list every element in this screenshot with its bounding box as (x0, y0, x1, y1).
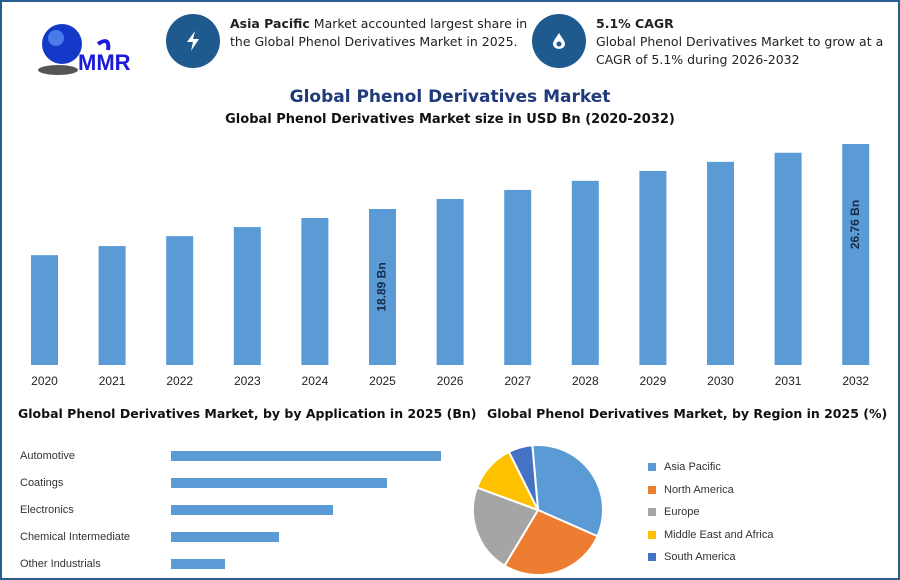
svg-text:MMR: MMR (78, 50, 131, 75)
legend-swatch (648, 463, 656, 472)
pie-slice-europe (472, 486, 540, 568)
x-tick-label: 2021 (99, 374, 126, 388)
info1-text: Market accounted largest share in (309, 16, 528, 31)
bar-2026 (436, 199, 464, 365)
app-bar-electronics (171, 505, 333, 515)
pie-slice-north-america (503, 508, 599, 576)
info-cagr: 5.1% CAGR Global Phenol Derivatives Mark… (596, 15, 883, 69)
x-tick-label: 2026 (437, 374, 464, 388)
legend-label: Middle East and Africa (664, 528, 774, 541)
legend-swatch (648, 485, 656, 494)
legend-item: Europe (648, 501, 773, 524)
x-tick-label: 2027 (504, 374, 531, 388)
legend-label: Asia Pacific (664, 461, 721, 474)
bar-2023 (233, 227, 261, 365)
x-tick-label: 2028 (572, 374, 599, 388)
bar-2020 (31, 255, 58, 365)
region-chart-title: Global Phenol Derivatives Market, by Reg… (487, 406, 888, 421)
x-tick-label: 2030 (707, 374, 734, 388)
info1-bold: Asia Pacific (230, 16, 310, 31)
legend-swatch (648, 508, 656, 517)
chart-title: Global Phenol Derivatives Market (289, 87, 611, 107)
bar-2025 (369, 208, 396, 365)
application-bar-chart: Automotive Coatings Electronics Chemical In… (0, 440, 460, 580)
legend-label: Europe (664, 506, 700, 519)
x-tick-label: 2022 (166, 374, 193, 388)
legend-item: North America (648, 479, 773, 502)
legend-label: South America (664, 551, 736, 564)
bar-2024 (301, 217, 329, 365)
bar-2032 (842, 144, 870, 365)
app-bar-automotive (171, 451, 441, 461)
region-legend: Asia Pacific North America Europe Middle Ea… (648, 456, 773, 569)
info2-line1: Global Phenol Derivatives Market to grow… (596, 34, 884, 49)
bar-2029 (639, 170, 667, 365)
legend-item: South America (648, 546, 773, 569)
app-bar-coatings (171, 478, 387, 488)
legend-swatch (648, 530, 656, 539)
legend-swatch (648, 553, 656, 562)
info-asia-pacific: Asia Pacific Market accounted largest sh… (230, 15, 527, 51)
legend-label: North America (664, 483, 734, 496)
app-label: Other Industrials (20, 558, 101, 570)
x-tick-label: 2029 (640, 374, 667, 388)
mmr-logo: MMR (20, 14, 140, 76)
bar-2027 (504, 189, 532, 365)
app-bar-chemical-intermediate (171, 532, 279, 542)
x-tick-label: 2025 (369, 374, 396, 388)
info2-line2: CAGR of 5.1% during 2026-2032 (596, 52, 800, 67)
bar-2030 (707, 161, 734, 365)
chart-subtitle: Global Phenol Derivatives Market size in… (225, 112, 675, 127)
x-tick-label: 2024 (302, 374, 329, 388)
lightning-icon (166, 14, 220, 68)
legend-item: Middle East and Africa (648, 524, 773, 547)
legend-item: Asia Pacific (648, 456, 773, 479)
app-label: Chemical Intermediate (20, 531, 131, 543)
pie-slice-asia-pacific (531, 444, 604, 538)
globe-icon: MMR (38, 24, 131, 75)
bar-2031 (774, 152, 802, 365)
app-bar-other-industrials (171, 559, 225, 569)
x-tick-label: 2031 (775, 374, 802, 388)
bar-2022 (166, 236, 194, 365)
info1-line2: the Global Phenol Derivatives Market in … (230, 34, 518, 49)
bar-2028 (571, 180, 599, 365)
pie-slice-south-america (507, 444, 539, 511)
market-size-bar-chart: 2020 2021 2022 2023 2024 2025 18.89 Bn 2026 2027… (31, 144, 870, 388)
app-label: Automotive (20, 450, 76, 462)
info2-bold: 5.1% CAGR (596, 16, 674, 31)
x-tick-label: 2032 (842, 374, 869, 388)
region-pie-chart (472, 444, 604, 576)
data-label: 26.76 Bn (848, 200, 862, 249)
data-label: 18.89 Bn (375, 262, 389, 311)
application-chart-title: Global Phenol Derivatives Market, by by … (18, 406, 477, 421)
bar-2021 (98, 246, 126, 365)
app-label: Coatings (20, 477, 64, 489)
x-tick-label: 2020 (31, 374, 58, 388)
app-label: Electronics (20, 504, 74, 516)
x-tick-label: 2023 (234, 374, 261, 388)
drop-icon (532, 14, 586, 68)
